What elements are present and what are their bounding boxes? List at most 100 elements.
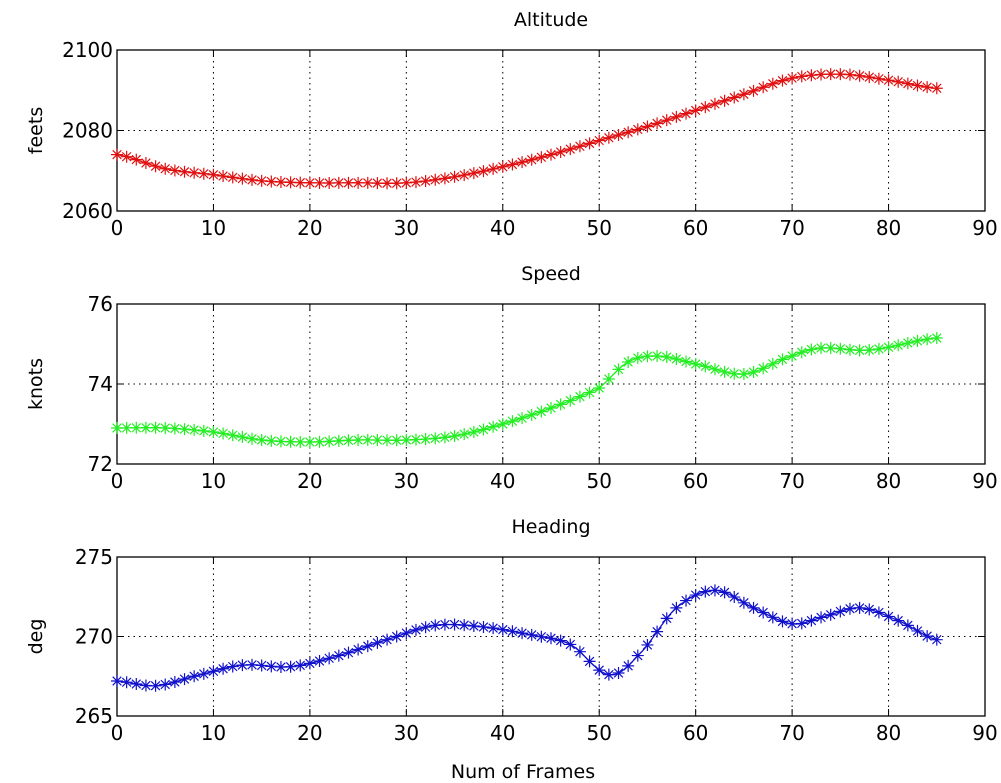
data-point-marker	[901, 619, 914, 632]
data-point-marker	[419, 175, 432, 188]
data-point-marker	[226, 171, 239, 184]
data-point-marker	[660, 114, 673, 127]
data-point-marker	[593, 382, 606, 394]
data-point-marker	[882, 341, 895, 354]
data-point-marker	[381, 434, 394, 447]
data-point-marker	[718, 586, 731, 599]
data-point-marker	[255, 434, 268, 446]
x-tick-label: 0	[111, 721, 124, 745]
data-point-marker	[226, 429, 239, 442]
data-point-marker	[921, 81, 934, 94]
data-point-marker	[863, 603, 876, 616]
data-point-marker	[573, 140, 586, 153]
data-point-marker	[863, 71, 876, 84]
data-point-marker	[757, 362, 770, 375]
data-point-marker	[429, 173, 442, 186]
data-point-marker	[342, 434, 355, 447]
data-point-marker	[265, 434, 278, 447]
data-point-marker	[583, 137, 596, 150]
data-point-marker	[458, 169, 471, 182]
data-point-marker	[911, 334, 924, 347]
data-point-marker	[728, 91, 741, 104]
data-point-marker	[159, 678, 172, 691]
data-point-marker	[573, 645, 586, 658]
data-point-marker	[622, 356, 635, 368]
data-point-marker	[776, 353, 789, 366]
data-point-marker	[535, 630, 548, 643]
chart-title: Heading	[511, 516, 590, 538]
data-point-marker	[467, 619, 480, 632]
data-point-marker	[448, 170, 461, 183]
data-point-marker	[188, 423, 201, 436]
data-point-marker	[834, 342, 847, 355]
data-point-marker	[352, 176, 365, 189]
data-point-marker	[217, 170, 230, 183]
data-point-marker	[564, 394, 577, 407]
data-point-marker	[631, 123, 644, 136]
data-point-marker	[246, 432, 259, 445]
data-point-marker	[197, 167, 210, 180]
data-point-marker	[332, 176, 345, 189]
data-point-marker	[111, 675, 123, 688]
x-tick-label: 30	[394, 721, 419, 745]
data-point-marker	[815, 342, 828, 354]
data-point-marker	[921, 630, 934, 643]
data-point-marker	[612, 129, 625, 142]
data-point-marker	[429, 432, 442, 445]
data-point-marker	[246, 658, 259, 671]
data-point-marker	[776, 615, 789, 628]
data-point-marker	[178, 423, 191, 436]
data-point-marker	[294, 659, 307, 672]
data-point-marker	[506, 625, 519, 638]
x-tick-label: 20	[297, 721, 322, 745]
x-tick-label: 60	[683, 216, 708, 240]
data-point-marker	[872, 342, 885, 355]
data-point-marker	[602, 373, 615, 386]
data-point-marker	[487, 162, 500, 175]
data-point-marker	[178, 165, 191, 178]
data-point-marker	[602, 131, 615, 144]
data-point-marker	[545, 402, 557, 414]
data-point-marker	[612, 363, 625, 376]
data-point-marker	[525, 628, 538, 641]
data-point-marker	[564, 143, 577, 156]
x-tick-label: 90	[972, 469, 997, 493]
data-point-marker	[429, 619, 442, 632]
data-point-marker	[921, 333, 934, 346]
x-tick-label: 70	[779, 216, 804, 240]
data-point-marker	[699, 585, 712, 598]
data-point-marker	[795, 70, 808, 83]
data-point-marker	[593, 134, 606, 147]
data-point-marker	[545, 632, 557, 645]
data-point-marker	[265, 175, 278, 188]
data-point-marker	[853, 344, 866, 357]
data-point-marker	[332, 649, 345, 662]
data-point-marker	[381, 177, 394, 190]
x-tick-label: 0	[111, 216, 124, 240]
data-point-marker	[930, 332, 943, 344]
data-point-marker	[139, 157, 152, 170]
x-tick-label: 10	[201, 469, 226, 493]
x-tick-label: 90	[972, 721, 997, 745]
data-point-marker	[303, 176, 316, 189]
data-point-marker	[361, 640, 374, 653]
y-tick-label: 270	[75, 625, 113, 649]
x-tick-label: 80	[876, 469, 901, 493]
data-point-marker	[419, 621, 432, 634]
data-point-marker	[853, 69, 866, 82]
x-tick-label: 30	[394, 469, 419, 493]
data-point-marker	[352, 434, 365, 446]
data-point-marker	[930, 633, 943, 646]
data-point-marker	[843, 602, 856, 615]
data-point-marker	[631, 352, 644, 364]
data-point-marker	[149, 421, 162, 434]
data-point-marker	[496, 418, 509, 430]
data-point-marker	[737, 88, 750, 101]
x-tick-label: 60	[683, 721, 708, 745]
data-point-marker	[149, 679, 162, 692]
data-point-marker	[892, 75, 905, 88]
y-tick-label: 74	[88, 372, 113, 396]
x-tick-label: 50	[586, 721, 611, 745]
data-point-marker	[236, 172, 249, 185]
data-point-marker	[766, 611, 779, 624]
